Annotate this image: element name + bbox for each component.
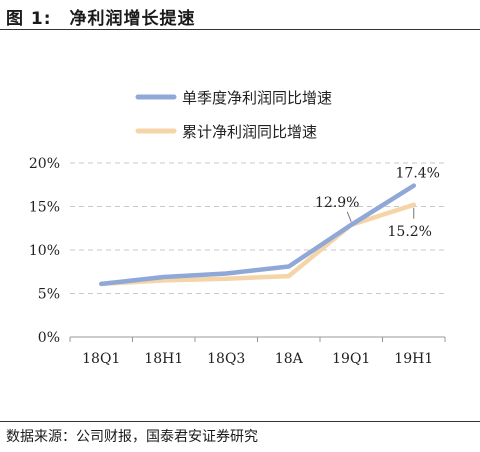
x-tick-label: 18A [275, 351, 304, 367]
figure-title: 图 1: 净利润增长提速 [6, 4, 196, 29]
series-line-cumulative [99, 202, 417, 287]
line-chart: 0% 5% 10% 15% 20% 18Q1 18H1 18Q3 18A 19Q1 19H1 单季度净… [29, 89, 446, 367]
legend-label: 累计净利润同比增速 [182, 123, 317, 141]
y-tick-label: 10% [29, 243, 60, 259]
x-tick-label: 19H1 [394, 351, 433, 367]
bottom-divider [0, 421, 480, 422]
y-tick-label: 20% [29, 156, 60, 172]
figure-title-text: 净利润增长提速 [69, 9, 196, 29]
figure-label: 图 1: [6, 9, 52, 29]
y-tick-label: 5% [38, 287, 60, 303]
x-tick-label: 19Q1 [332, 351, 370, 367]
x-tick-label: 18Q1 [82, 351, 120, 367]
data-label: 17.4% [396, 166, 440, 182]
y-tick-label: 0% [38, 330, 60, 346]
source-note: 数据来源：公司财报，国泰君安证券研究 [6, 429, 258, 445]
y-tick-label: 15% [29, 200, 60, 216]
x-tick-label: 18H1 [144, 351, 183, 367]
top-divider [0, 29, 480, 30]
data-label: 12.9% [315, 195, 359, 211]
x-tick-label: 18Q3 [207, 351, 245, 367]
figure-header: 图 1: 净利润增长提速 [0, 0, 480, 32]
data-label: 15.2% [388, 224, 432, 240]
series-line-quarterly [99, 183, 417, 287]
legend-label: 单季度净利润同比增速 [182, 89, 332, 107]
annotation-leader [346, 211, 352, 222]
